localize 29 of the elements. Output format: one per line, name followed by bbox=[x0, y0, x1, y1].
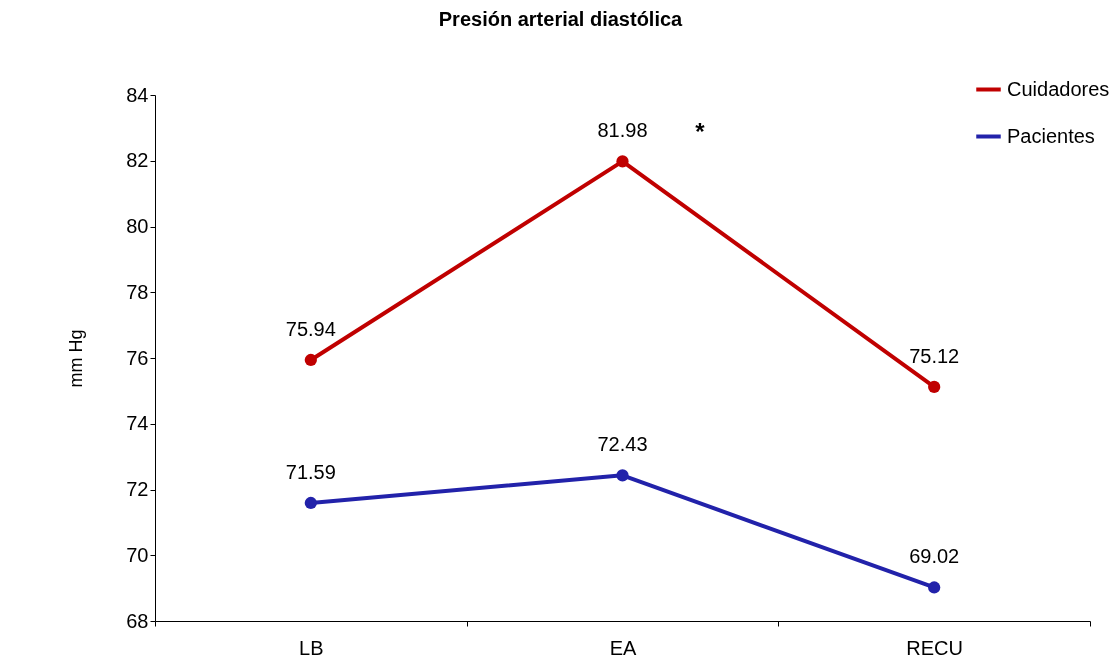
y-tick-label: 78 bbox=[126, 280, 149, 303]
x-tick-label: LB bbox=[299, 636, 324, 659]
point bbox=[616, 155, 629, 168]
y-tick-label: 76 bbox=[126, 346, 149, 369]
point bbox=[928, 380, 941, 394]
data-label: 75.94 bbox=[285, 317, 336, 340]
data-label: 69.02 bbox=[909, 545, 960, 568]
y-tick-label: 80 bbox=[126, 215, 149, 237]
point bbox=[928, 581, 941, 594]
y-axis-title: mm Hg bbox=[66, 329, 87, 388]
y-tick-label: 74 bbox=[126, 412, 149, 435]
chart-title: Presión arterial diastólica bbox=[438, 8, 684, 30]
y-tick-label: 84 bbox=[126, 83, 149, 106]
legend-label: Cuidadores bbox=[1007, 77, 1110, 100]
annotation: * bbox=[695, 118, 706, 145]
point bbox=[616, 469, 629, 482]
y-tick-label: 82 bbox=[126, 149, 149, 172]
data-label: 75.12 bbox=[909, 344, 960, 367]
data-label: 72.43 bbox=[597, 433, 648, 456]
y-tick-label: 72 bbox=[126, 478, 149, 500]
y-tick-label: 70 bbox=[126, 543, 149, 566]
data-label: 81.98 bbox=[597, 119, 648, 142]
data-label: 71.59 bbox=[285, 460, 336, 483]
x-tick-label: RECU bbox=[906, 636, 963, 659]
x-tick-label: EA bbox=[609, 636, 637, 659]
y-tick-label: 68 bbox=[126, 609, 149, 632]
point bbox=[304, 353, 317, 367]
point bbox=[304, 496, 317, 510]
legend-label: Pacientes bbox=[1007, 124, 1095, 147]
